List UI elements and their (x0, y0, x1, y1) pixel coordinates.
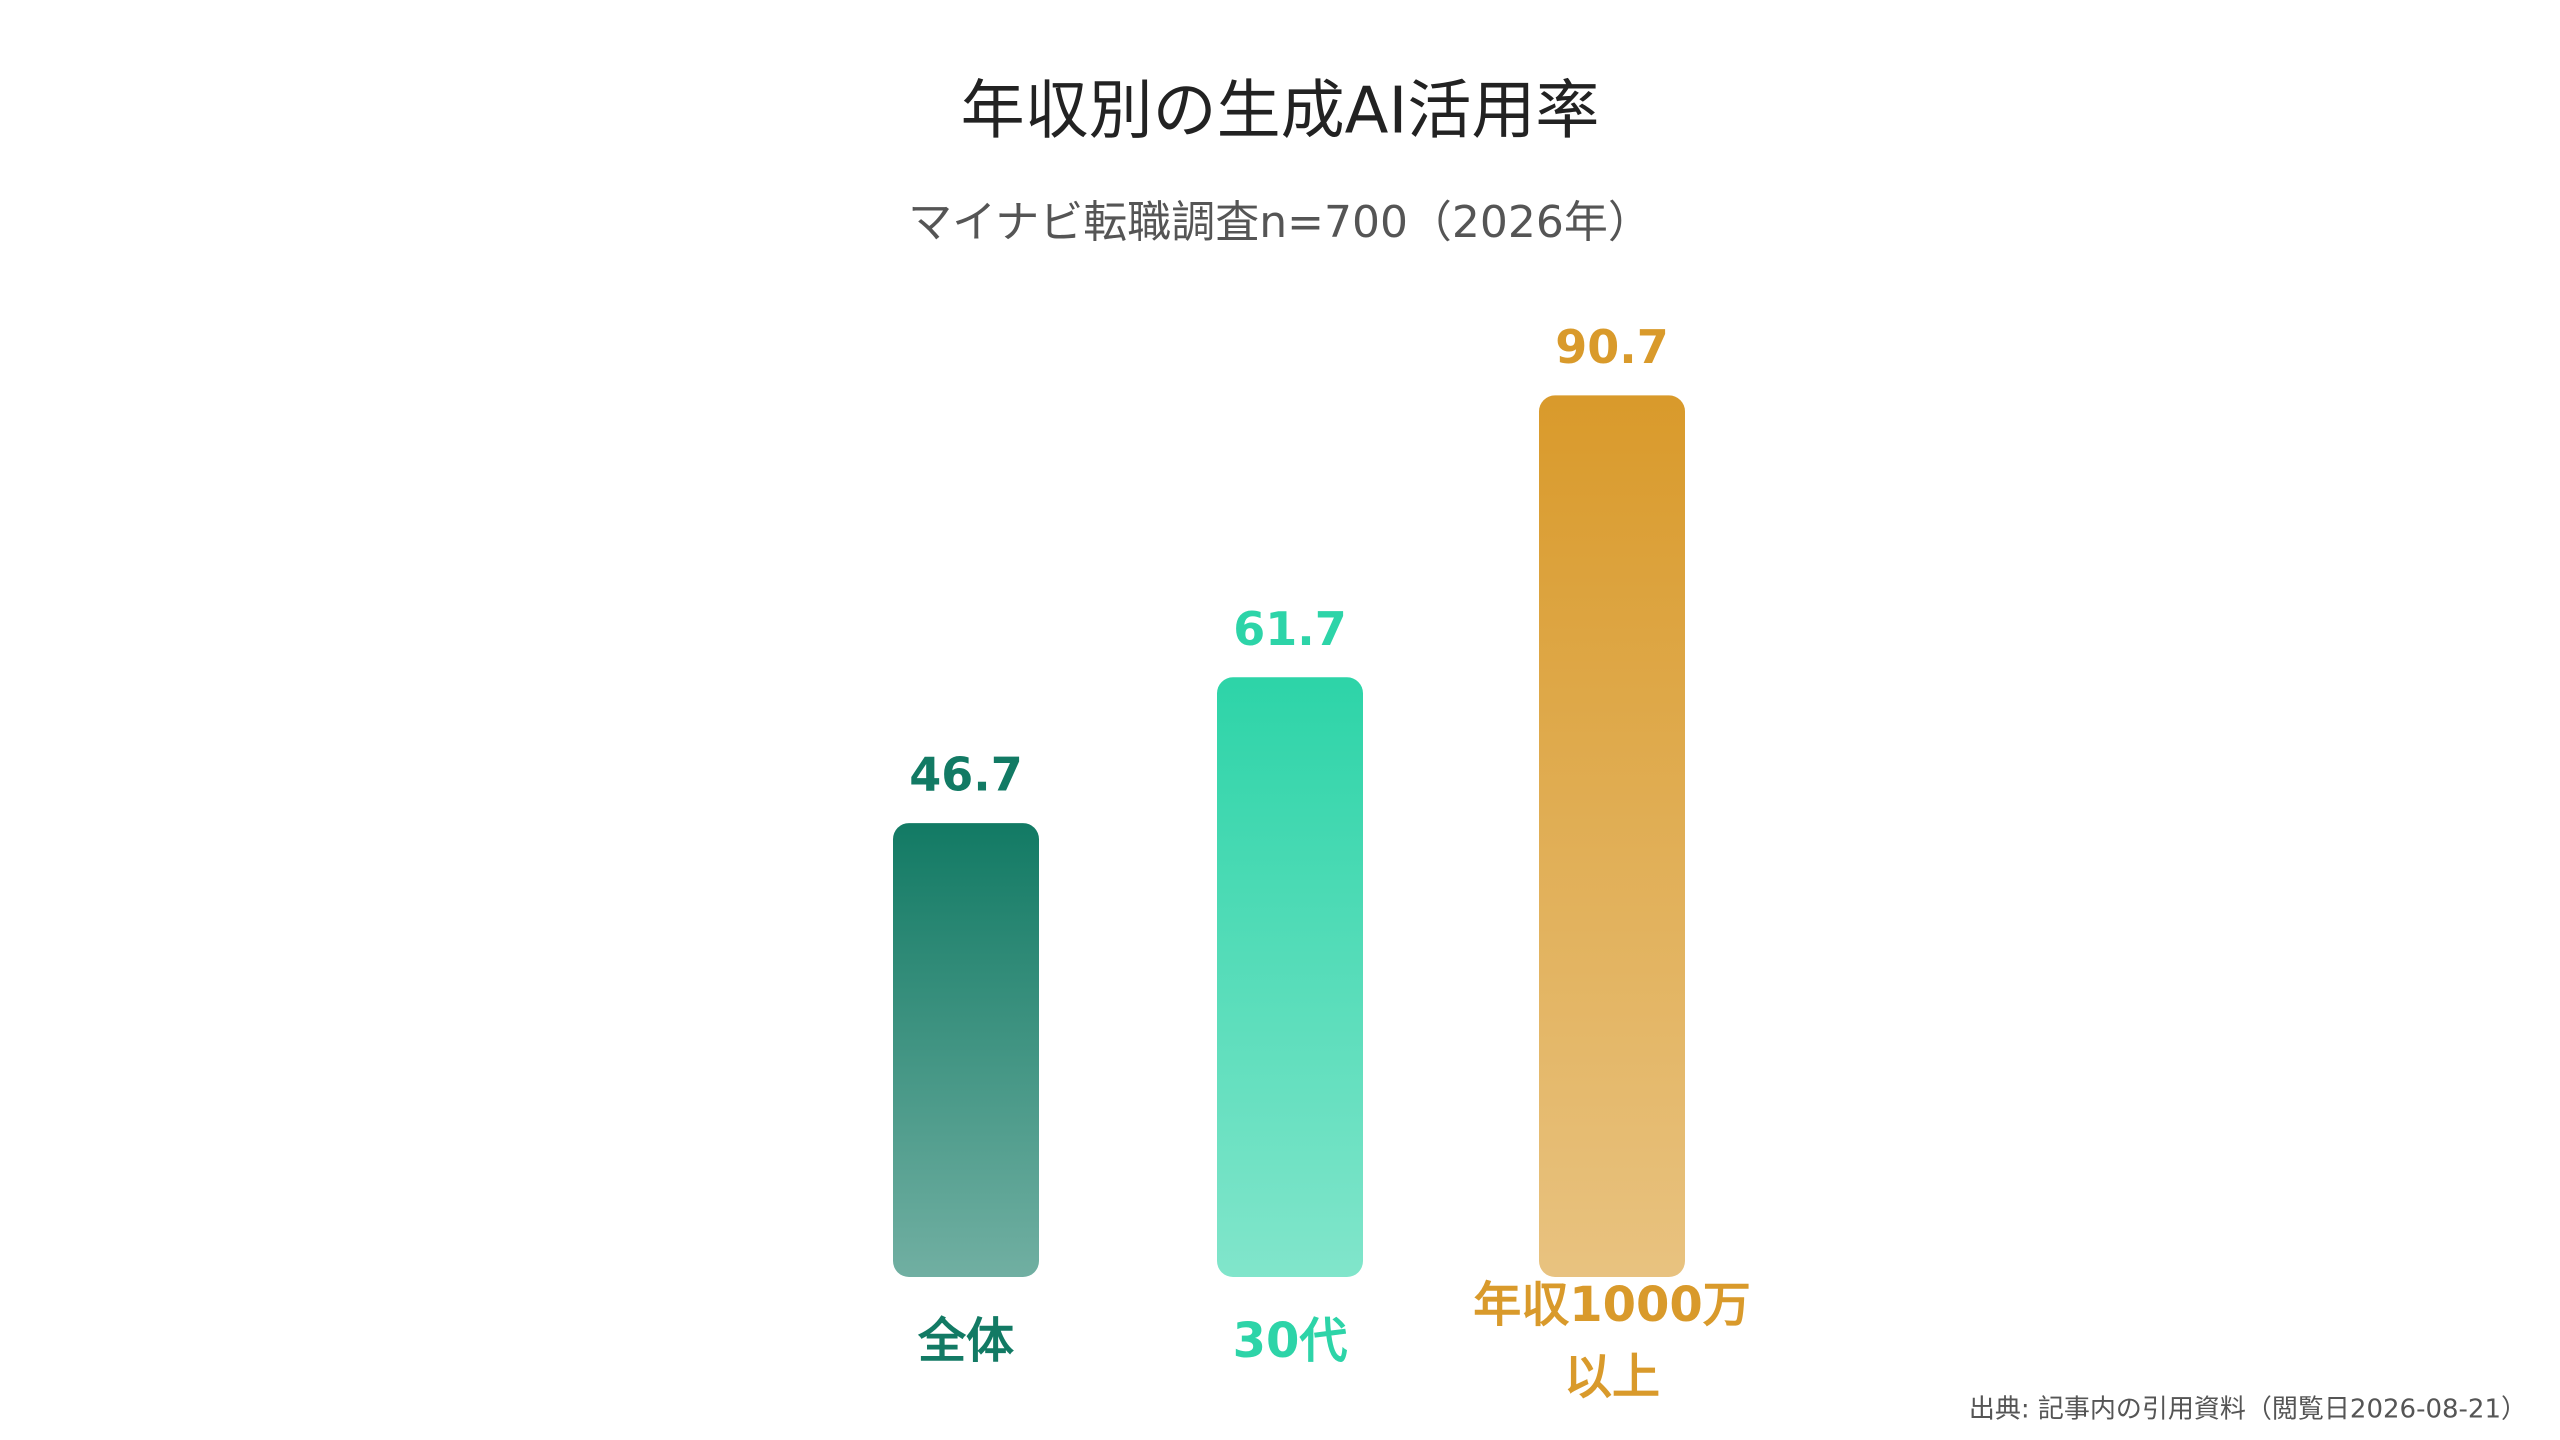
value-label: 61.7 (1233, 602, 1347, 656)
chart-title: 年収別の生成AI活用率 (961, 75, 1600, 149)
x-tick-label: 年収1000万以上 (1473, 1277, 1751, 1405)
x-tick-label: 全体 (917, 1313, 1014, 1369)
value-label: 46.7 (909, 748, 1023, 802)
source-note: 出典: 記事内の引用資料（閲覧日2026-08-21） (1969, 1395, 2527, 1425)
value-label: 90.7 (1555, 320, 1669, 374)
bar (1539, 395, 1685, 1277)
chart-subtitle: マイナビ転職調査n=700（2026年） (908, 197, 1652, 248)
x-tick-label: 30代 (1233, 1313, 1348, 1369)
bar (893, 823, 1039, 1277)
bar (1217, 677, 1363, 1277)
